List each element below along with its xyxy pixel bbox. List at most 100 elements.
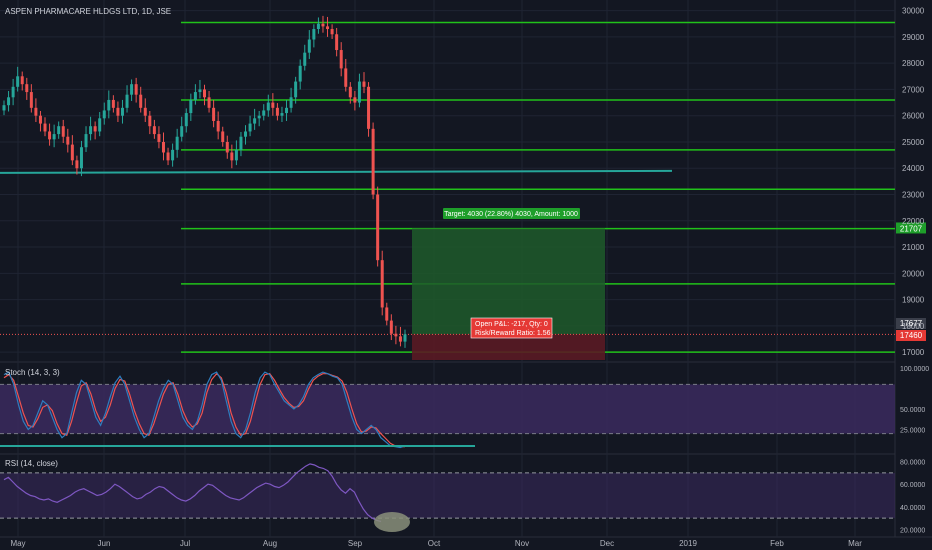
candle[interactable]	[157, 134, 161, 142]
candle[interactable]	[134, 84, 138, 95]
candle[interactable]	[61, 126, 65, 137]
candle[interactable]	[244, 131, 248, 137]
candle[interactable]	[98, 118, 102, 132]
candle[interactable]	[184, 113, 188, 127]
candle[interactable]	[79, 147, 83, 169]
candle[interactable]	[376, 194, 380, 261]
candle[interactable]	[193, 92, 197, 100]
candle[interactable]	[48, 131, 52, 140]
candle[interactable]	[312, 29, 316, 40]
candle[interactable]	[371, 128, 375, 195]
candle[interactable]	[171, 149, 175, 161]
candle[interactable]	[275, 107, 279, 116]
candle[interactable]	[107, 99, 111, 111]
candle[interactable]	[120, 107, 124, 116]
candle[interactable]	[216, 120, 220, 132]
candle[interactable]	[93, 126, 97, 132]
candle[interactable]	[207, 97, 211, 108]
candle[interactable]	[335, 34, 339, 51]
candle[interactable]	[20, 76, 24, 85]
candle[interactable]	[239, 136, 243, 150]
candle[interactable]	[70, 144, 74, 161]
candle[interactable]	[257, 115, 261, 119]
candle[interactable]	[225, 141, 229, 153]
rsi-line[interactable]	[3, 463, 382, 523]
candle[interactable]	[175, 136, 179, 150]
candle[interactable]	[307, 39, 311, 53]
candle[interactable]	[289, 97, 293, 108]
stop-zone[interactable]	[412, 334, 605, 360]
candle[interactable]	[198, 89, 202, 93]
candle[interactable]	[66, 136, 70, 145]
target-zone[interactable]	[412, 228, 605, 335]
candle[interactable]	[25, 84, 29, 93]
candle[interactable]	[326, 26, 330, 30]
candle[interactable]	[271, 102, 275, 108]
candle[interactable]	[116, 107, 120, 116]
candle[interactable]	[203, 89, 206, 98]
rsi-title: RSI (14, close)	[5, 459, 58, 468]
candle[interactable]	[403, 334, 407, 342]
candle[interactable]	[353, 97, 357, 103]
candle[interactable]	[253, 118, 257, 124]
candle[interactable]	[125, 94, 129, 108]
candle[interactable]	[29, 92, 33, 108]
candle[interactable]	[75, 160, 79, 169]
candle[interactable]	[52, 134, 56, 140]
candle[interactable]	[248, 123, 252, 132]
candle[interactable]	[43, 123, 47, 132]
candle[interactable]	[280, 113, 284, 116]
candle[interactable]	[398, 336, 402, 342]
candle[interactable]	[89, 126, 93, 135]
candle[interactable]	[339, 50, 343, 69]
stoch-k-line[interactable]	[3, 371, 406, 449]
candle[interactable]	[380, 260, 384, 308]
candle[interactable]	[394, 333, 398, 337]
candle[interactable]	[7, 97, 11, 106]
candle[interactable]	[139, 94, 143, 108]
candle[interactable]	[189, 99, 193, 114]
candle[interactable]	[102, 110, 106, 119]
candle[interactable]	[212, 107, 216, 121]
candle[interactable]	[111, 99, 115, 108]
candle[interactable]	[84, 134, 88, 148]
candle[interactable]	[294, 81, 298, 98]
candle[interactable]	[285, 107, 289, 114]
candle[interactable]	[11, 86, 15, 98]
candle[interactable]	[367, 86, 371, 129]
candle[interactable]	[362, 81, 366, 87]
candle[interactable]	[34, 107, 38, 116]
trendline[interactable]	[0, 169, 673, 174]
candle[interactable]	[262, 110, 266, 116]
candle[interactable]	[230, 152, 234, 161]
candle[interactable]	[321, 23, 325, 27]
candle[interactable]	[298, 65, 302, 82]
stoch-d-line[interactable]	[3, 372, 405, 448]
candle[interactable]	[180, 126, 184, 137]
candle[interactable]	[221, 131, 225, 142]
candle[interactable]	[38, 115, 42, 124]
price-axis-tick: 29000	[902, 33, 925, 42]
candle[interactable]	[389, 320, 393, 334]
candle[interactable]	[385, 307, 389, 321]
candle[interactable]	[148, 115, 152, 127]
candle[interactable]	[303, 52, 307, 66]
candle[interactable]	[357, 81, 361, 103]
candle[interactable]	[130, 84, 134, 95]
candle[interactable]	[2, 105, 6, 111]
candle[interactable]	[57, 126, 61, 135]
candle[interactable]	[316, 23, 320, 30]
candle[interactable]	[166, 152, 170, 161]
candle[interactable]	[16, 76, 20, 87]
candle[interactable]	[234, 149, 238, 161]
candle[interactable]	[344, 68, 348, 87]
candle[interactable]	[330, 29, 334, 35]
candle[interactable]	[161, 141, 165, 153]
candle[interactable]	[152, 126, 156, 135]
candle[interactable]	[266, 102, 270, 111]
rsi-highlight-ellipse[interactable]	[374, 512, 410, 532]
candle[interactable]	[143, 107, 147, 116]
candle[interactable]	[348, 86, 352, 98]
